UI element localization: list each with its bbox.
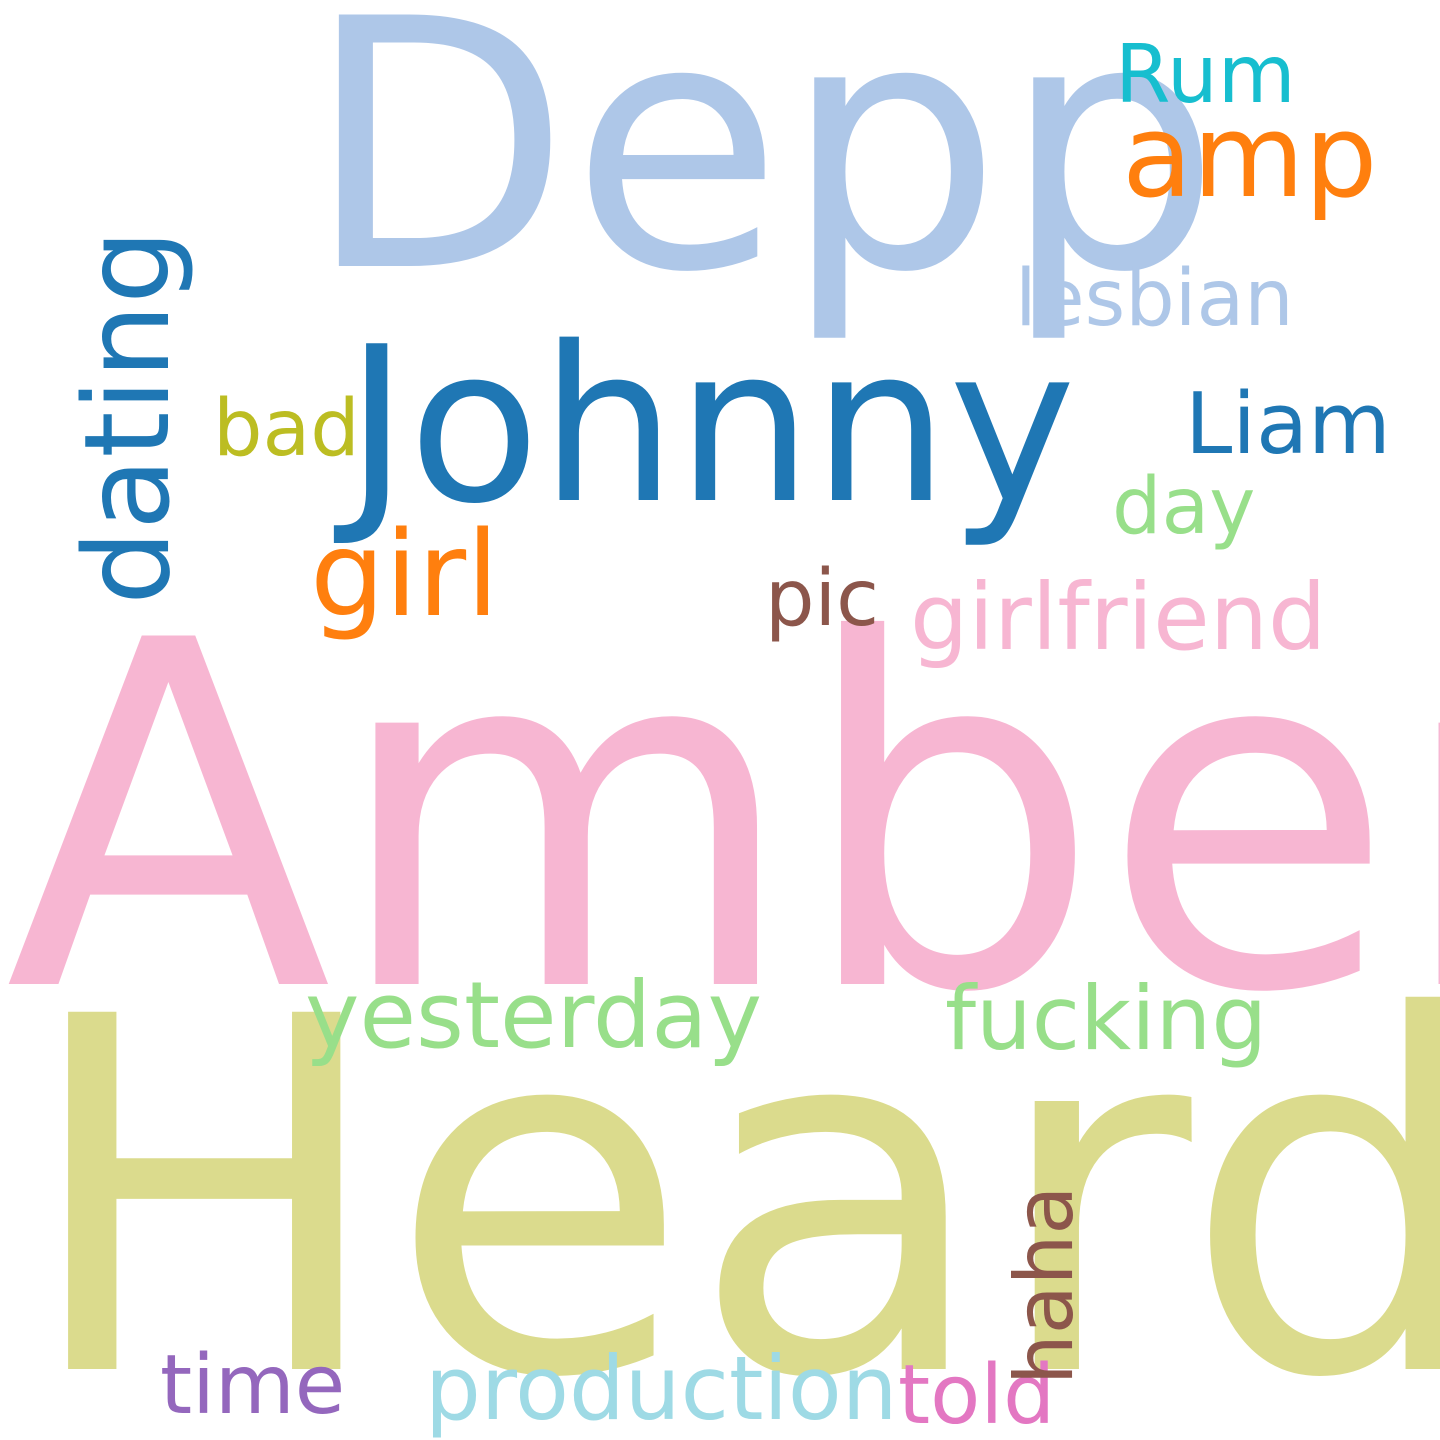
- word-dating: dating: [58, 229, 196, 605]
- word-heard: Heard: [20, 914, 1440, 1440]
- word-pic: pic: [765, 554, 880, 644]
- word-girlfriend: girlfriend: [910, 564, 1327, 671]
- word-depp: Depp: [305, 0, 1221, 348]
- word-day: day: [1112, 462, 1256, 552]
- word-time: time: [160, 1338, 346, 1433]
- word-amp: amp: [1122, 90, 1378, 224]
- word-told: told: [898, 1348, 1056, 1440]
- word-johnny: Johnny: [345, 300, 1076, 551]
- word-lesbian: lesbian: [1015, 254, 1294, 344]
- word-fucking: fucking: [945, 967, 1268, 1070]
- word-production: production: [425, 1337, 898, 1440]
- word-yesterday: yesterday: [305, 962, 763, 1069]
- word-bad: bad: [213, 384, 360, 474]
- word-liam: Liam: [1185, 375, 1391, 474]
- word-girl: girl: [310, 505, 499, 643]
- word-amber: Amber: [5, 540, 1440, 1097]
- word-rum: Rum: [1115, 28, 1296, 121]
- word-haha: haha: [998, 1185, 1091, 1385]
